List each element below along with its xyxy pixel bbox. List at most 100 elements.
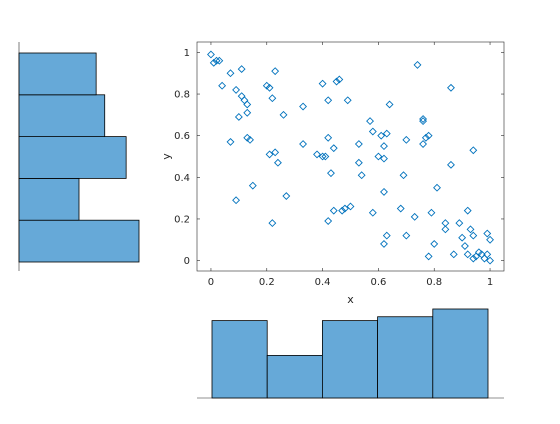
x-hist-bar	[377, 316, 434, 399]
scatter-point	[243, 108, 252, 117]
x-tick-label: 0.8	[426, 277, 442, 288]
scatter-point	[329, 206, 338, 215]
scatter-point	[449, 250, 458, 259]
scatter-point	[385, 100, 394, 109]
scatter-point	[419, 115, 428, 123]
scatter-point	[447, 160, 455, 169]
scatter-point	[234, 113, 243, 121]
y-tick-label: 0.2	[174, 214, 190, 225]
scatter-panel: 0 0.2 0.4 0.6 0.8 1 0 0.2 0.4 0.6 0.8 1 x y	[160, 41, 505, 306]
x-hist-bar	[432, 308, 489, 399]
scatter-point	[209, 58, 218, 67]
scatter-point	[327, 169, 335, 178]
scatter-point	[212, 56, 221, 65]
scatter-point	[396, 204, 405, 213]
y-tick-label: 0.4	[174, 173, 190, 184]
scatter-point	[441, 219, 450, 228]
scatter-point	[419, 117, 428, 126]
x-tick-label: 0	[208, 277, 214, 288]
y-tick-label: 0	[184, 256, 190, 267]
scatter-point	[343, 96, 352, 105]
scatter-point	[226, 137, 235, 146]
scatter-point	[324, 96, 333, 105]
y-axis-label: y	[160, 153, 173, 160]
scatter-point	[463, 250, 472, 259]
scatter-point	[207, 50, 215, 59]
scatter-point	[357, 171, 366, 180]
x-tick-label: 0.2	[259, 277, 275, 288]
scatter-point	[215, 56, 224, 65]
scatter-point	[313, 150, 321, 159]
scatter-point	[318, 152, 327, 161]
y-hist-bar	[18, 177, 80, 221]
scatter-point	[340, 204, 349, 213]
y-histogram-panel	[18, 42, 140, 271]
scatter-point	[421, 133, 430, 142]
x-tick-label: 0.6	[370, 277, 386, 288]
scatter-point	[402, 135, 411, 144]
scatter-point	[469, 146, 478, 155]
scatter-point	[463, 206, 472, 215]
x-axis-label: x	[347, 293, 354, 306]
scatter-point	[299, 102, 307, 111]
scatter-point	[324, 133, 333, 142]
scatter-point	[273, 158, 282, 167]
scatter-point	[335, 75, 344, 84]
scatter-point	[399, 171, 408, 180]
scatter-point	[321, 152, 330, 161]
scatter-point	[413, 60, 422, 69]
scatter-point	[268, 94, 277, 103]
scatter-point	[329, 144, 338, 153]
scatter-point	[332, 77, 341, 86]
scatter-point	[380, 154, 388, 163]
scatter-point	[424, 131, 433, 140]
scatter-axes-box	[196, 41, 505, 272]
scatter-point	[232, 85, 241, 94]
x-hist-bar	[321, 320, 378, 399]
scatter-point	[433, 183, 441, 192]
scatter-point	[324, 217, 333, 225]
scatter-point	[318, 79, 327, 88]
y-hist-bar	[18, 94, 106, 138]
scatter-point	[469, 254, 478, 263]
x-histogram-panel	[197, 308, 504, 399]
scatter-point	[380, 187, 388, 196]
scatter-point	[486, 256, 494, 265]
scatter-point	[282, 192, 291, 200]
scatter-point	[430, 239, 439, 248]
scatter-point	[237, 65, 246, 74]
scatter-point	[460, 242, 469, 250]
x-hist-bar	[211, 320, 268, 399]
scatter-point	[382, 231, 391, 240]
scatter-point	[271, 148, 280, 157]
scatter-point	[380, 239, 388, 248]
scatter-point	[483, 229, 492, 238]
y-hist-bar	[18, 219, 140, 263]
scatter-point	[419, 140, 428, 148]
scatter-point	[447, 83, 455, 92]
scatter-point	[455, 219, 464, 228]
scatter-point	[424, 252, 433, 261]
scatter-point	[268, 219, 277, 228]
scatter-point	[279, 110, 288, 119]
scatter-point	[271, 67, 280, 76]
scatter-point	[248, 181, 257, 190]
scatter-point	[458, 233, 467, 242]
scatter-point	[382, 129, 391, 138]
scatter-point	[410, 212, 419, 221]
scatter-point	[427, 208, 436, 217]
scatter-point	[441, 225, 450, 234]
y-tick-label: 0.6	[174, 131, 190, 142]
scatter-point	[380, 142, 388, 151]
scatter-point	[265, 150, 274, 159]
scatter-point	[354, 140, 363, 148]
y-tick-label: 0.8	[174, 90, 190, 101]
scatter-point	[346, 202, 355, 211]
scatter-point	[469, 231, 478, 240]
scatter-point	[218, 81, 227, 90]
scatter-point	[226, 69, 235, 78]
scatter-point	[232, 196, 241, 205]
scatter-point	[483, 250, 492, 259]
